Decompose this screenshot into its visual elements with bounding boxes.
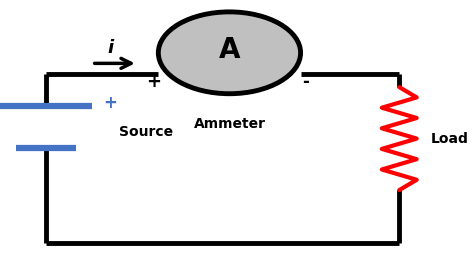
Circle shape	[158, 12, 301, 94]
Text: Ammeter: Ammeter	[193, 117, 265, 131]
Text: +: +	[103, 94, 117, 112]
Text: -: -	[302, 73, 309, 91]
Text: Source: Source	[119, 125, 173, 139]
Text: +: +	[146, 73, 161, 91]
Text: i: i	[107, 39, 113, 56]
Text: Load: Load	[430, 131, 468, 146]
Text: A: A	[219, 36, 240, 64]
